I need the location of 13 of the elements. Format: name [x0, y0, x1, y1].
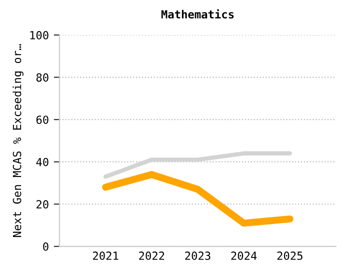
x-tick-label: 2021	[93, 252, 118, 260]
y-tick-label: 0	[43, 242, 48, 251]
y-tick-label: 80	[36, 73, 48, 82]
x-tick-label: 2023	[185, 252, 210, 260]
y-tick-label: 40	[36, 158, 48, 166]
x-tick-label: 2025	[277, 252, 302, 260]
x-tick-label: 2022	[139, 252, 164, 260]
y-tick-label: 20	[36, 200, 48, 209]
y-tick-label: 60	[36, 116, 48, 124]
y-axis-title: Next Gen MCAS % Exceeding or…	[12, 44, 24, 237]
chart-title: Mathematics	[161, 9, 234, 18]
y-tick-label: 100	[30, 31, 48, 40]
x-tick-label: 2024	[231, 252, 257, 260]
